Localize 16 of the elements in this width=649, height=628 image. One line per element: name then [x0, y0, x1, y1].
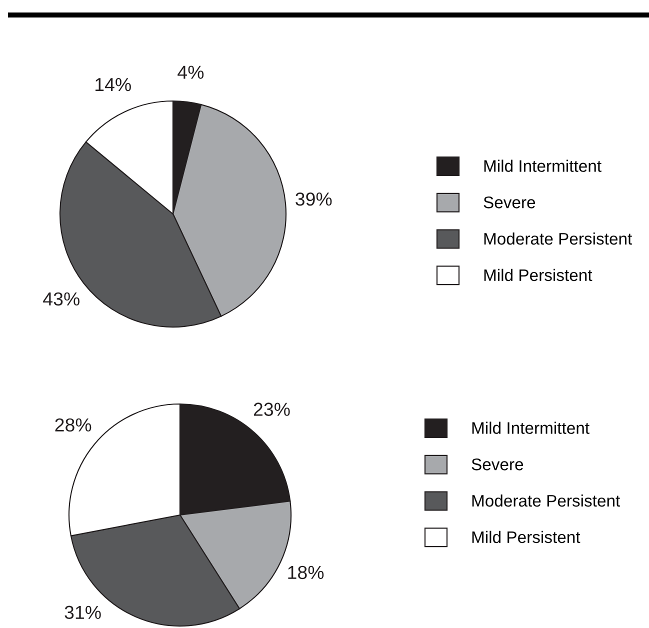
data-label: 14%	[96, 78, 131, 92]
data-label: 18%	[288, 566, 324, 580]
legend-label: Mild Persistent	[472, 530, 580, 544]
data-label: 4%	[178, 66, 204, 79]
legend-label: Mild Persistent	[484, 268, 592, 282]
legend-label: Mild Intermittent	[472, 422, 590, 434]
legend-label: Mild Intermittent	[484, 160, 602, 172]
data-label: 31%	[64, 606, 101, 620]
legend-label: Severe	[472, 458, 524, 470]
legend-label: Moderate Persistent	[484, 232, 632, 245]
legend-label: Severe	[484, 196, 536, 208]
legend-label: Moderate Persistent	[472, 494, 620, 507]
data-label: 39%	[296, 192, 332, 206]
data-label: 23%	[254, 402, 290, 416]
data-label: 28%	[55, 418, 92, 432]
data-label: 43%	[43, 292, 80, 306]
